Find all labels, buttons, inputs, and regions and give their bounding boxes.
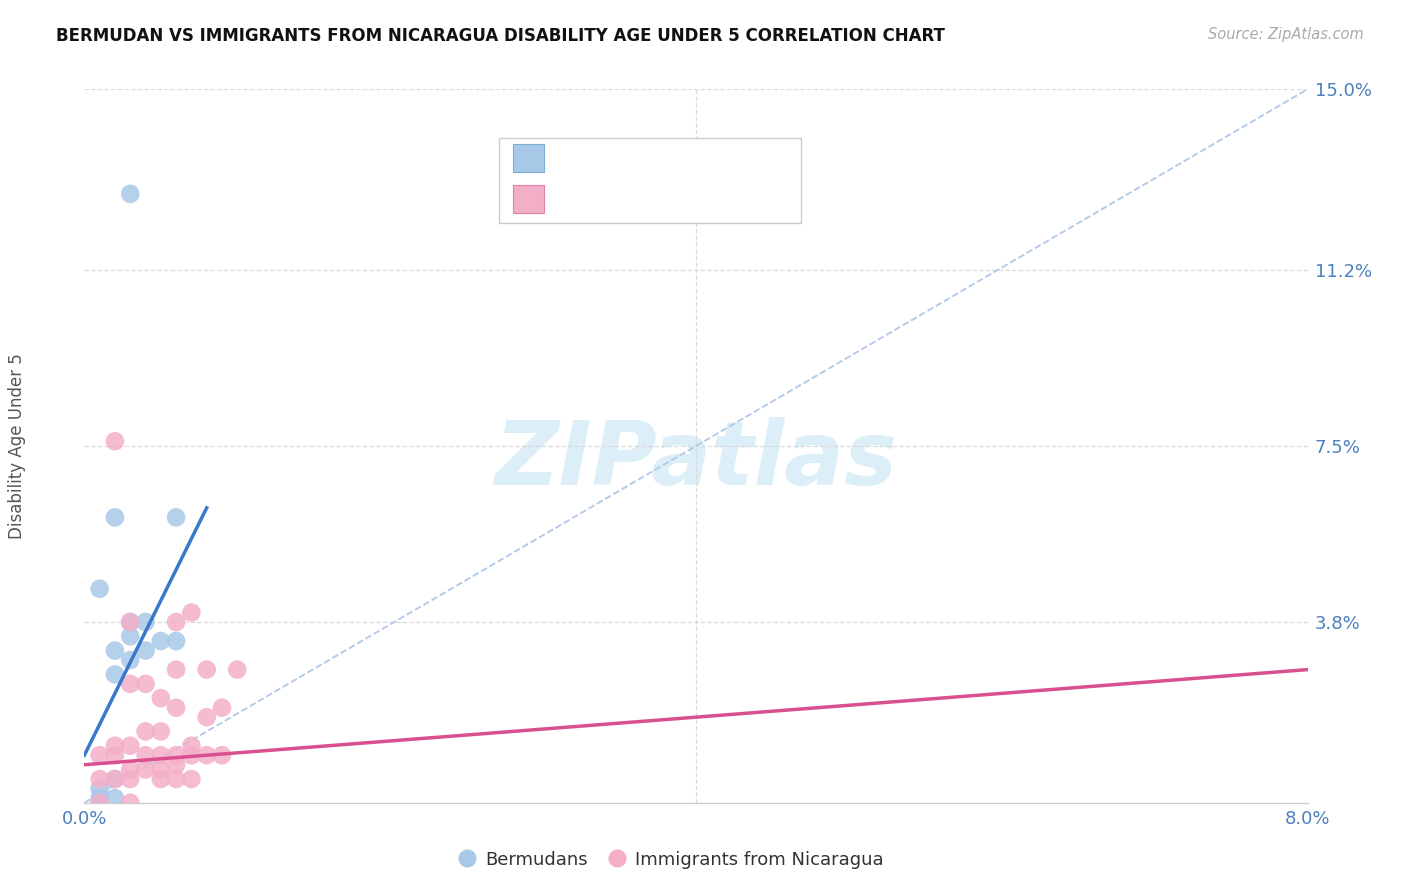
Point <box>165 663 187 677</box>
Point <box>135 748 157 763</box>
Point <box>149 724 172 739</box>
Point <box>104 510 127 524</box>
Point <box>120 615 142 629</box>
Text: ZIPatlas: ZIPatlas <box>495 417 897 504</box>
Point <box>120 772 142 786</box>
Text: 0.189: 0.189 <box>598 190 648 208</box>
Text: R =: R = <box>558 149 598 167</box>
Point <box>195 748 218 763</box>
Text: N =: N = <box>647 149 699 167</box>
Point <box>104 772 127 786</box>
Point <box>89 748 111 763</box>
Point <box>120 629 142 643</box>
Point <box>180 748 202 763</box>
Text: R =: R = <box>558 190 598 208</box>
Point <box>165 634 187 648</box>
Point <box>135 677 157 691</box>
Text: Disability Age Under 5: Disability Age Under 5 <box>8 353 25 539</box>
Text: N =: N = <box>647 190 699 208</box>
Point <box>180 772 202 786</box>
Point <box>165 772 187 786</box>
Point <box>89 781 111 796</box>
Point <box>89 796 111 810</box>
Point <box>149 763 172 777</box>
Point <box>89 791 111 805</box>
Point <box>149 691 172 706</box>
Point <box>135 643 157 657</box>
Point <box>195 663 218 677</box>
Point <box>195 710 218 724</box>
Point <box>89 772 111 786</box>
Point <box>104 643 127 657</box>
Point <box>104 772 127 786</box>
Point <box>120 677 142 691</box>
Point <box>180 606 202 620</box>
Point <box>149 772 172 786</box>
Point <box>120 763 142 777</box>
Point <box>149 748 172 763</box>
Point <box>120 653 142 667</box>
Text: 38: 38 <box>692 190 714 208</box>
Point <box>135 615 157 629</box>
Point <box>89 796 111 810</box>
Point <box>165 757 187 772</box>
Text: BERMUDAN VS IMMIGRANTS FROM NICARAGUA DISABILITY AGE UNDER 5 CORRELATION CHART: BERMUDAN VS IMMIGRANTS FROM NICARAGUA DI… <box>56 27 945 45</box>
Point <box>104 748 127 763</box>
Point <box>180 739 202 753</box>
Point <box>104 434 127 449</box>
Point <box>104 739 127 753</box>
Point <box>165 510 187 524</box>
Point <box>165 700 187 714</box>
Point <box>211 748 233 763</box>
Point <box>120 739 142 753</box>
Text: 18: 18 <box>692 149 714 167</box>
Point <box>165 615 187 629</box>
Point <box>165 748 187 763</box>
Point <box>104 791 127 805</box>
Text: Source: ZipAtlas.com: Source: ZipAtlas.com <box>1208 27 1364 42</box>
Text: 0.186: 0.186 <box>598 149 648 167</box>
Legend: Bermudans, Immigrants from Nicaragua: Bermudans, Immigrants from Nicaragua <box>453 844 890 876</box>
Point <box>135 763 157 777</box>
Point <box>104 667 127 681</box>
Point <box>120 615 142 629</box>
Point <box>226 663 249 677</box>
Point <box>120 796 142 810</box>
Point <box>211 700 233 714</box>
Point <box>149 634 172 648</box>
Point <box>89 582 111 596</box>
Point <box>135 724 157 739</box>
Point <box>120 186 142 201</box>
